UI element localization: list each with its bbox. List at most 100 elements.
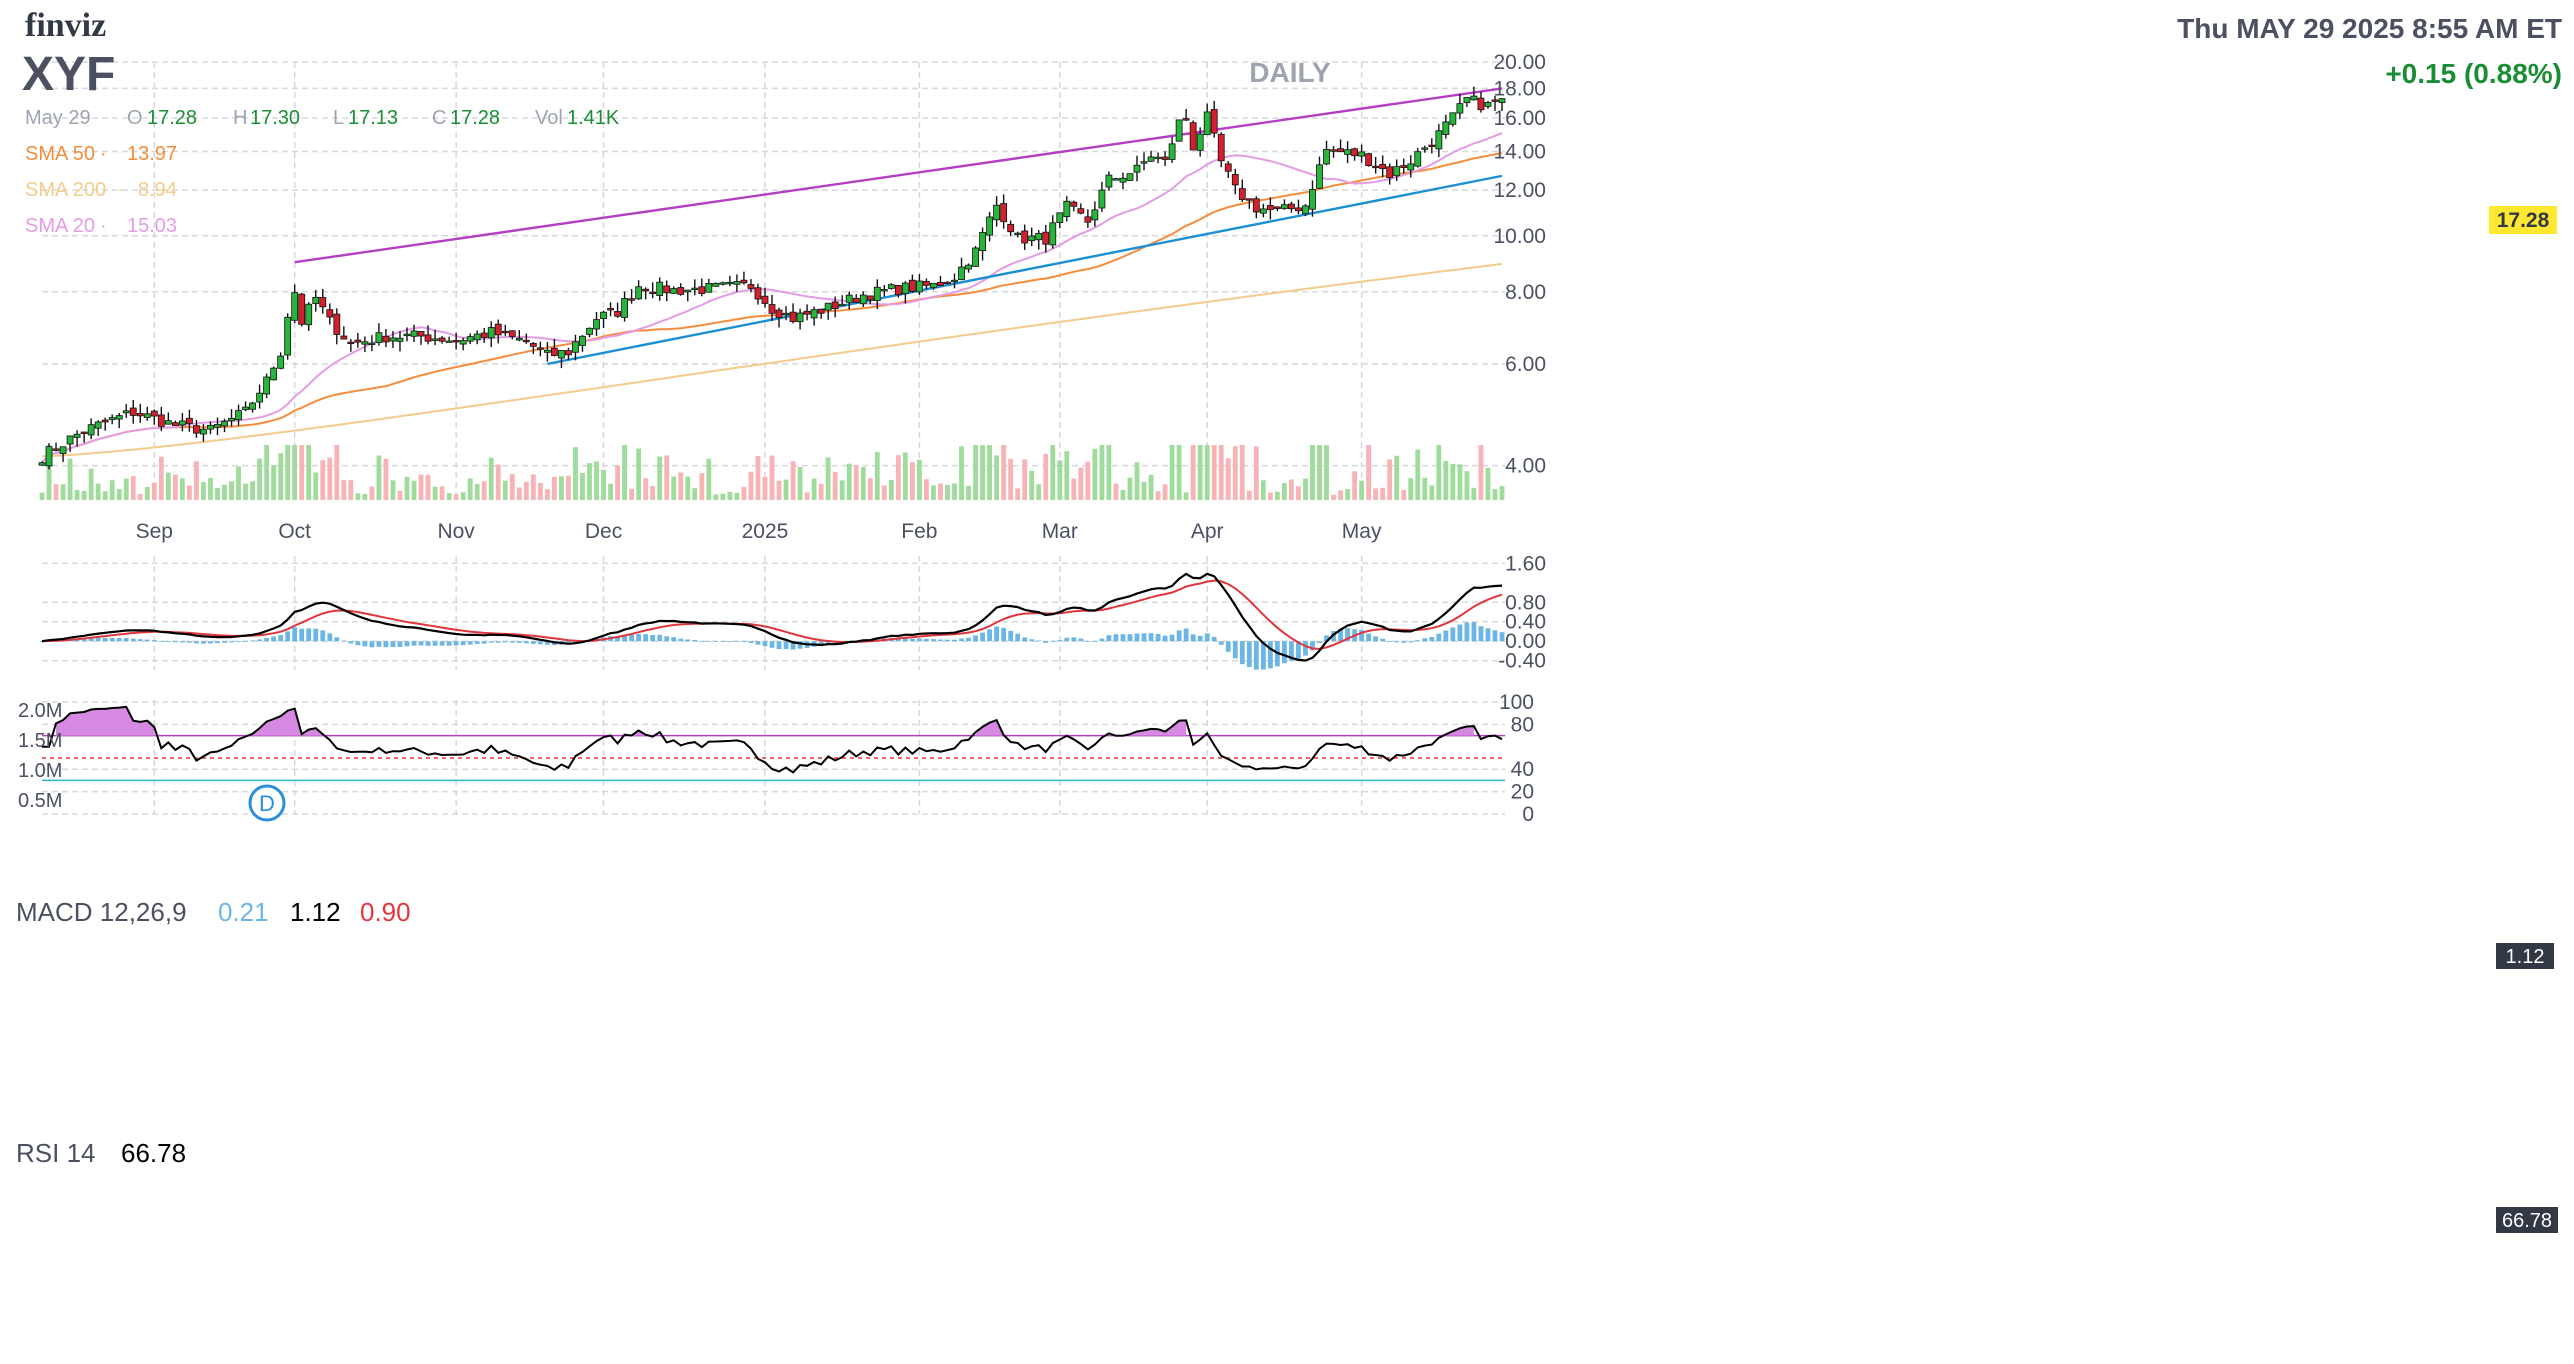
candle[interactable] [38,461,46,466]
candle[interactable] [1098,181,1106,212]
candle[interactable] [143,406,151,421]
trendlines[interactable] [294,87,1503,366]
candle[interactable] [1126,173,1134,181]
candle[interactable] [1316,156,1323,189]
candle[interactable] [775,307,783,328]
candle[interactable] [494,319,502,344]
candle[interactable] [838,295,846,307]
candle[interactable] [242,401,249,412]
candle[interactable] [1330,146,1337,158]
macd-panel[interactable] [39,562,1505,670]
macd-signal-line[interactable] [41,579,1503,650]
candle[interactable] [1400,158,1408,174]
candle[interactable] [354,332,362,348]
candle[interactable] [108,414,116,425]
candle[interactable] [719,281,727,286]
candle[interactable] [424,325,432,345]
price-candles[interactable] [38,86,1506,470]
candle[interactable] [150,409,158,425]
candle[interactable] [326,303,334,325]
candle[interactable] [1105,171,1113,191]
candle[interactable] [1281,199,1288,210]
candle[interactable] [572,334,579,361]
candle[interactable] [923,278,930,290]
candle[interactable] [1435,124,1443,158]
candle[interactable] [1161,151,1169,167]
candle[interactable] [733,274,741,292]
candle[interactable] [73,430,81,447]
candle[interactable] [1091,201,1099,227]
candle[interactable] [670,286,678,294]
candle[interactable] [263,373,271,399]
candle[interactable] [1266,197,1274,220]
candle[interactable] [171,420,179,426]
candle[interactable] [789,303,797,324]
candle[interactable] [466,333,474,345]
candle[interactable] [277,352,285,370]
candle[interactable] [677,283,685,296]
candle[interactable] [368,335,376,352]
macd-line[interactable] [41,572,1503,662]
candle[interactable] [101,417,109,431]
candle[interactable] [459,337,467,351]
candle[interactable] [1449,112,1457,127]
candle[interactable] [80,431,88,443]
candle[interactable] [1309,180,1316,217]
candle[interactable] [1154,152,1162,164]
lower-trendline[interactable] [547,174,1503,366]
candle[interactable] [1021,224,1029,250]
candle[interactable] [579,335,586,352]
candle[interactable] [866,295,874,304]
candle[interactable] [649,282,657,299]
candle[interactable] [817,308,825,319]
candle[interactable] [663,280,671,302]
candle[interactable] [1077,203,1085,215]
candle[interactable] [691,279,699,296]
candle[interactable] [333,308,341,345]
candle[interactable] [979,227,986,261]
candle[interactable] [1217,132,1225,168]
candle[interactable] [845,291,853,310]
candle[interactable] [1470,86,1478,101]
candle[interactable] [200,423,207,442]
candle[interactable] [1421,145,1429,153]
candle[interactable] [1302,204,1309,217]
candle[interactable] [1372,156,1380,174]
candle[interactable] [1210,100,1218,138]
candle[interactable] [1140,152,1148,171]
candle[interactable] [291,284,299,324]
candle[interactable] [705,278,713,293]
candle[interactable] [1182,108,1190,121]
candle[interactable] [522,333,530,344]
candle[interactable] [193,420,200,438]
candle[interactable] [87,418,95,440]
candle[interactable] [1477,91,1485,113]
candle[interactable] [1042,224,1050,253]
candle[interactable] [1351,147,1358,161]
candle[interactable] [249,401,256,413]
candle[interactable] [1428,138,1436,154]
candle[interactable] [340,326,348,340]
candle[interactable] [66,435,74,452]
candle[interactable] [186,409,193,432]
candle[interactable] [1189,120,1197,151]
candle[interactable] [431,329,439,346]
candle[interactable] [796,308,804,330]
candle[interactable] [558,350,565,369]
candle[interactable] [164,412,172,425]
candle[interactable] [445,336,453,343]
candle[interactable] [1407,155,1415,178]
candle[interactable] [607,302,614,317]
candle[interactable] [1000,194,1008,229]
candle[interactable] [1386,163,1394,185]
candle[interactable] [452,332,460,350]
candle[interactable] [1119,172,1127,190]
candle[interactable] [1028,227,1036,247]
candle[interactable] [747,279,755,293]
candle[interactable] [1196,127,1204,157]
candle[interactable] [410,324,418,343]
candle[interactable] [635,280,643,300]
candle[interactable] [937,275,944,286]
candle[interactable] [375,323,383,346]
candle[interactable] [803,304,811,321]
